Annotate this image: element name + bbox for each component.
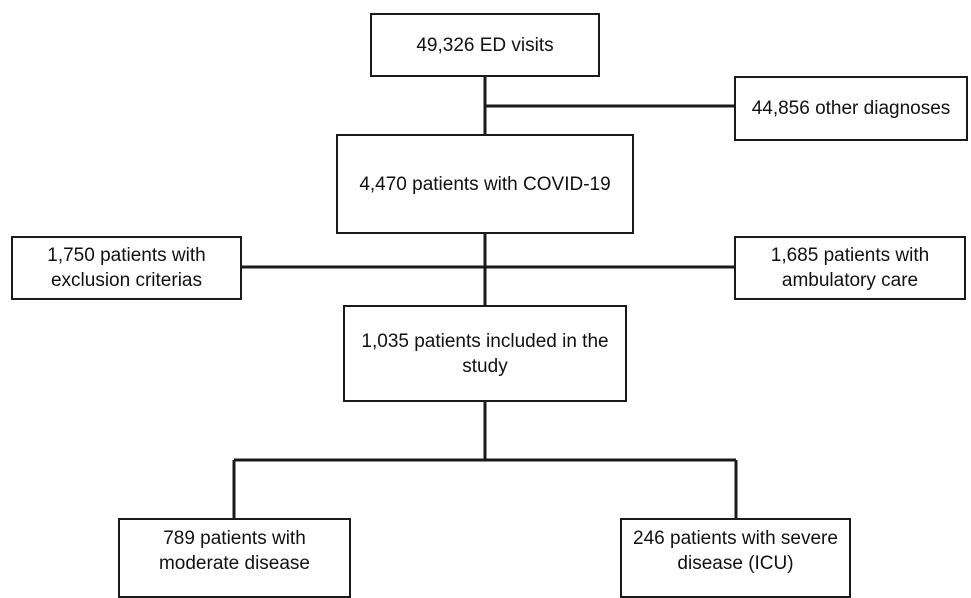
other-diagnoses-box: 44,856 other diagnoses	[734, 76, 968, 141]
moderate-line-1: 789 patients with	[163, 528, 306, 549]
other-diagnoses-text: 44,856 other diagnoses	[751, 98, 951, 119]
ambulatory-line-1: 1,685 patients with	[770, 245, 930, 266]
severe-disease-box: 246 patients with severe disease (ICU)	[620, 518, 851, 598]
flowchart-canvas: 49,326 ED visits 44,856 other diagnoses …	[11, 13, 968, 598]
included-line-2: study	[462, 355, 508, 377]
ambulatory-line-2: ambulatory care	[781, 270, 919, 291]
severe-line-1: 246 patients with severe	[633, 528, 838, 549]
exclusion-line-2: exclusion criterias	[50, 270, 202, 291]
connector-lines	[232, 76, 738, 520]
ambulatory-care-box: 1,685 patients with ambulatory care	[734, 236, 966, 300]
included-line-1: 1,035 patients included in the	[361, 330, 609, 352]
moderate-line-2: moderate disease	[158, 553, 311, 574]
exclusion-criteria-box: 1,750 patients with exclusion criterias	[11, 236, 242, 300]
moderate-disease-box: 789 patients with moderate disease	[118, 518, 351, 598]
included-study-box: 1,035 patients included in the study	[343, 305, 627, 402]
covid-patients-text: 4,470 patients with COVID-19	[359, 173, 611, 195]
covid-patients-box: 4,470 patients with COVID-19	[336, 134, 634, 234]
severe-line-2: disease (ICU)	[677, 553, 794, 574]
ed-visits-text: 49,326 ED visits	[416, 34, 554, 56]
ed-visits-box: 49,326 ED visits	[370, 13, 600, 77]
exclusion-line-1: 1,750 patients with	[47, 245, 206, 266]
